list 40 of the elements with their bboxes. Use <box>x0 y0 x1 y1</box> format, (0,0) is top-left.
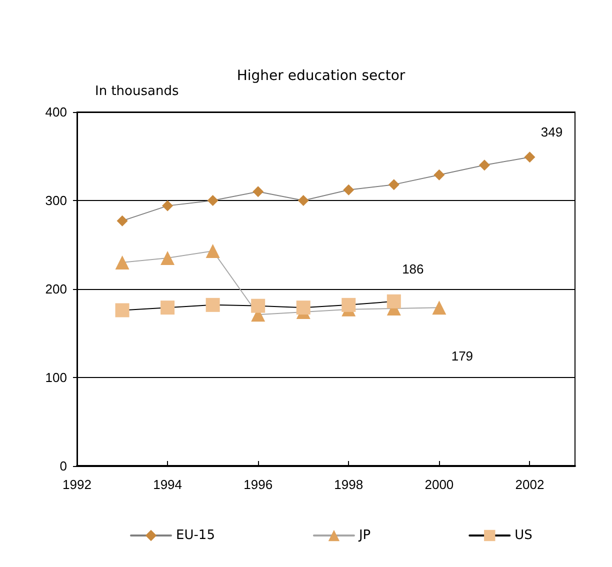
point <box>160 300 175 315</box>
point <box>524 152 536 163</box>
chart-title: Higher education sector <box>236 68 406 84</box>
point <box>478 160 490 171</box>
point <box>388 179 400 190</box>
point <box>342 298 356 312</box>
point <box>386 294 401 308</box>
data-label: 179 <box>451 348 474 364</box>
x-tick-label: 1992 <box>62 477 92 492</box>
y-tick-label: 100 <box>45 370 67 385</box>
data-label: 186 <box>402 261 424 276</box>
y-tick-label: 400 <box>45 104 67 120</box>
y-axis-title: In thousands <box>95 84 179 99</box>
point <box>116 215 128 226</box>
point <box>115 303 130 318</box>
x-tick-label: 2002 <box>515 477 544 492</box>
y-tick-label: 300 <box>45 193 67 208</box>
point <box>251 298 266 313</box>
x-tick-label: 1994 <box>153 477 182 492</box>
legend-label: JP <box>358 528 371 543</box>
y-tick-label: 0 <box>60 458 67 474</box>
point <box>252 186 264 198</box>
point <box>206 244 220 258</box>
point <box>115 255 130 270</box>
point <box>207 195 218 206</box>
point <box>432 300 446 315</box>
point <box>434 169 445 180</box>
point <box>162 200 174 212</box>
y-tick-label: 200 <box>45 282 67 296</box>
x-tick-label: 2000 <box>424 477 454 492</box>
data-label: 349 <box>540 124 563 140</box>
legend-label: EU-15 <box>176 528 215 543</box>
point <box>206 298 220 312</box>
x-tick-label: 1996 <box>244 477 273 492</box>
point <box>296 300 310 315</box>
point <box>160 251 175 266</box>
legend-label: US <box>514 528 532 543</box>
x-tick-label: 1998 <box>334 477 364 492</box>
point <box>298 195 309 206</box>
point <box>343 184 354 196</box>
